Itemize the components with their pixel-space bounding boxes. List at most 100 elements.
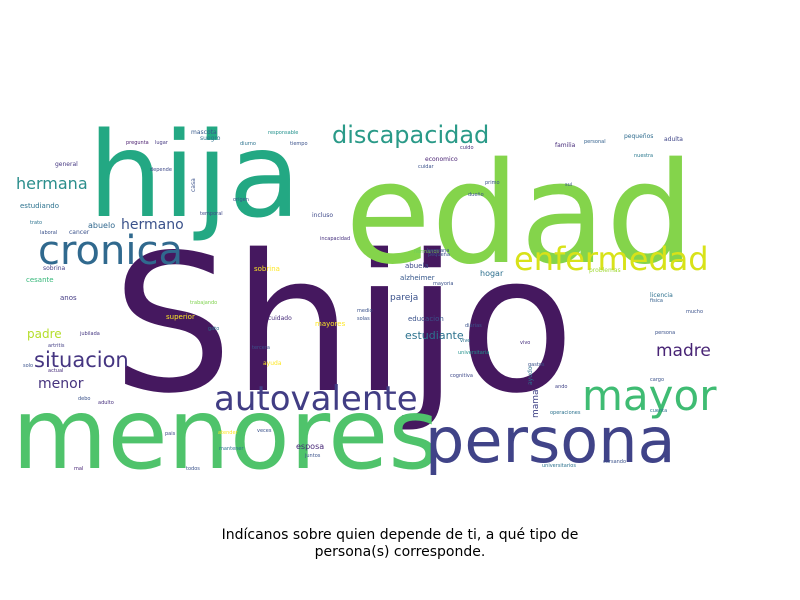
cloud-word: actual	[48, 368, 63, 374]
cloud-word: cuidar	[418, 164, 435, 170]
cloud-word: temporal	[200, 211, 223, 217]
cloud-word: pequeños	[624, 133, 653, 140]
cloud-word: autovalente	[214, 379, 418, 419]
cloud-word: esposa	[296, 442, 324, 451]
cloud-word: familia	[555, 142, 576, 149]
cloud-word: depende	[150, 167, 172, 173]
cloud-word: hermana	[16, 174, 88, 193]
cloud-word: fisica	[650, 298, 663, 304]
cloud-word: superior	[166, 313, 195, 321]
cloud-word: tiempo	[290, 141, 308, 147]
cloud-word: madre	[656, 341, 711, 361]
cloud-word: debo	[78, 396, 90, 402]
cloud-word: anos	[60, 294, 77, 302]
cloud-word: ando	[555, 384, 567, 390]
cloud-word: incapacidad	[320, 236, 350, 242]
cloud-word: trato	[30, 220, 42, 226]
cloud-word: nuestra	[634, 153, 653, 159]
cloud-word: todos	[186, 466, 200, 472]
cloud-word: cronica	[38, 228, 183, 274]
cloud-word: cesante	[26, 276, 54, 284]
caption-line-2: persona(s) corresponde.	[314, 544, 486, 560]
cloud-word: abuela	[405, 262, 429, 270]
cloud-word: licencia	[650, 292, 673, 299]
cloud-word: educacion	[408, 315, 444, 323]
cloud-word: mascota	[191, 129, 217, 136]
cloud-word: general	[55, 161, 78, 168]
cloud-word: operaciones	[550, 410, 581, 416]
cloud-word: pareja	[390, 293, 418, 303]
cloud-word: hermano	[121, 217, 184, 233]
cloud-word: cuido	[460, 145, 474, 151]
cloud-word: cargo	[650, 377, 664, 383]
cloud-word: sobrina	[254, 265, 280, 273]
cloud-word: situacion	[34, 348, 129, 372]
cloud-word: enfermedad	[514, 240, 709, 278]
cloud-word: estudiante	[405, 329, 464, 342]
cloud-word: adulta	[664, 136, 683, 143]
cloud-word: pregunta	[126, 140, 149, 146]
caption-line-1: Indícanos sobre quien depende de ti, a q…	[221, 527, 579, 543]
cloud-word: discapacidad	[332, 121, 489, 149]
cloud-word: jubilada	[79, 331, 100, 337]
cloud-word: dueño	[468, 192, 484, 198]
cloud-word: mama	[531, 389, 541, 418]
cloud-word: diurno	[240, 141, 256, 147]
cloud-word: adulto	[98, 400, 114, 406]
cloud-word: padre	[27, 327, 62, 341]
cloud-word: tercera	[252, 345, 270, 351]
cloud-word: mantener	[219, 446, 244, 452]
cloud-word: personal	[584, 139, 606, 145]
cloud-word: abuelo	[88, 221, 115, 230]
cloud-word: medio	[357, 308, 373, 314]
cloud-word: edad	[345, 133, 695, 296]
cloud-word: hermana	[427, 248, 449, 254]
cloud-word: menor	[38, 376, 84, 392]
cloud-word: artritis	[48, 343, 65, 349]
cloud-word: persona	[425, 404, 676, 477]
cloud-word: laboral	[40, 230, 57, 236]
cloud-word: suegro	[200, 135, 221, 142]
cloud-word: cuidado	[268, 315, 292, 322]
cloud-word: sobrina	[43, 265, 66, 272]
chart-caption: Indícanos sobre quien depende de ti, a q…	[150, 527, 650, 561]
cloud-word: hermanos	[414, 249, 439, 255]
cloud-word: incluso	[312, 212, 333, 219]
cloud-word: pequeña	[428, 252, 450, 258]
cloud-word: economico	[425, 156, 458, 163]
cloud-word: responsable	[268, 130, 298, 136]
cloud-word: casa	[190, 178, 197, 192]
cloud-word: juntos	[304, 453, 321, 459]
cloud-word: mayores	[315, 320, 346, 328]
cloud-word: cancer	[69, 229, 90, 236]
cloud-word: alzheimer	[400, 274, 435, 282]
cloud-word: universitaria	[458, 350, 489, 356]
cloud-word: primo	[485, 180, 500, 186]
cloud-word: Shijo	[112, 214, 575, 435]
cloud-word: sui	[565, 182, 572, 188]
cloud-word: problemas	[589, 267, 621, 274]
cloud-word: gato	[208, 326, 219, 332]
cloud-word: solo	[23, 363, 33, 369]
cloud-word: pais	[165, 431, 176, 437]
cloud-word: atender	[218, 430, 239, 436]
cloud-word: hija	[88, 106, 301, 244]
cloud-word: vivo	[520, 340, 530, 346]
cloud-word: estudiando	[20, 202, 59, 210]
cloud-word: mucho	[686, 309, 703, 315]
cloud-word: origen	[233, 197, 249, 203]
cloud-word: persona	[655, 330, 675, 336]
cloud-word: lugar	[155, 140, 169, 146]
cloud-word: mal	[74, 466, 83, 472]
cloud-word: universitarios	[542, 463, 576, 469]
cloud-word: solas	[357, 316, 370, 322]
cloud-word: ayuda	[263, 360, 282, 367]
cloud-word: cuenta	[650, 408, 667, 414]
cloud-word: ayudo	[527, 366, 534, 385]
cloud-word: trabajando	[190, 300, 217, 306]
cloud-word: diarias	[465, 323, 482, 329]
cloud-word: cognitiva	[450, 373, 473, 379]
cloud-word: cursando	[603, 459, 626, 465]
cloud-word: mayor	[582, 371, 717, 420]
